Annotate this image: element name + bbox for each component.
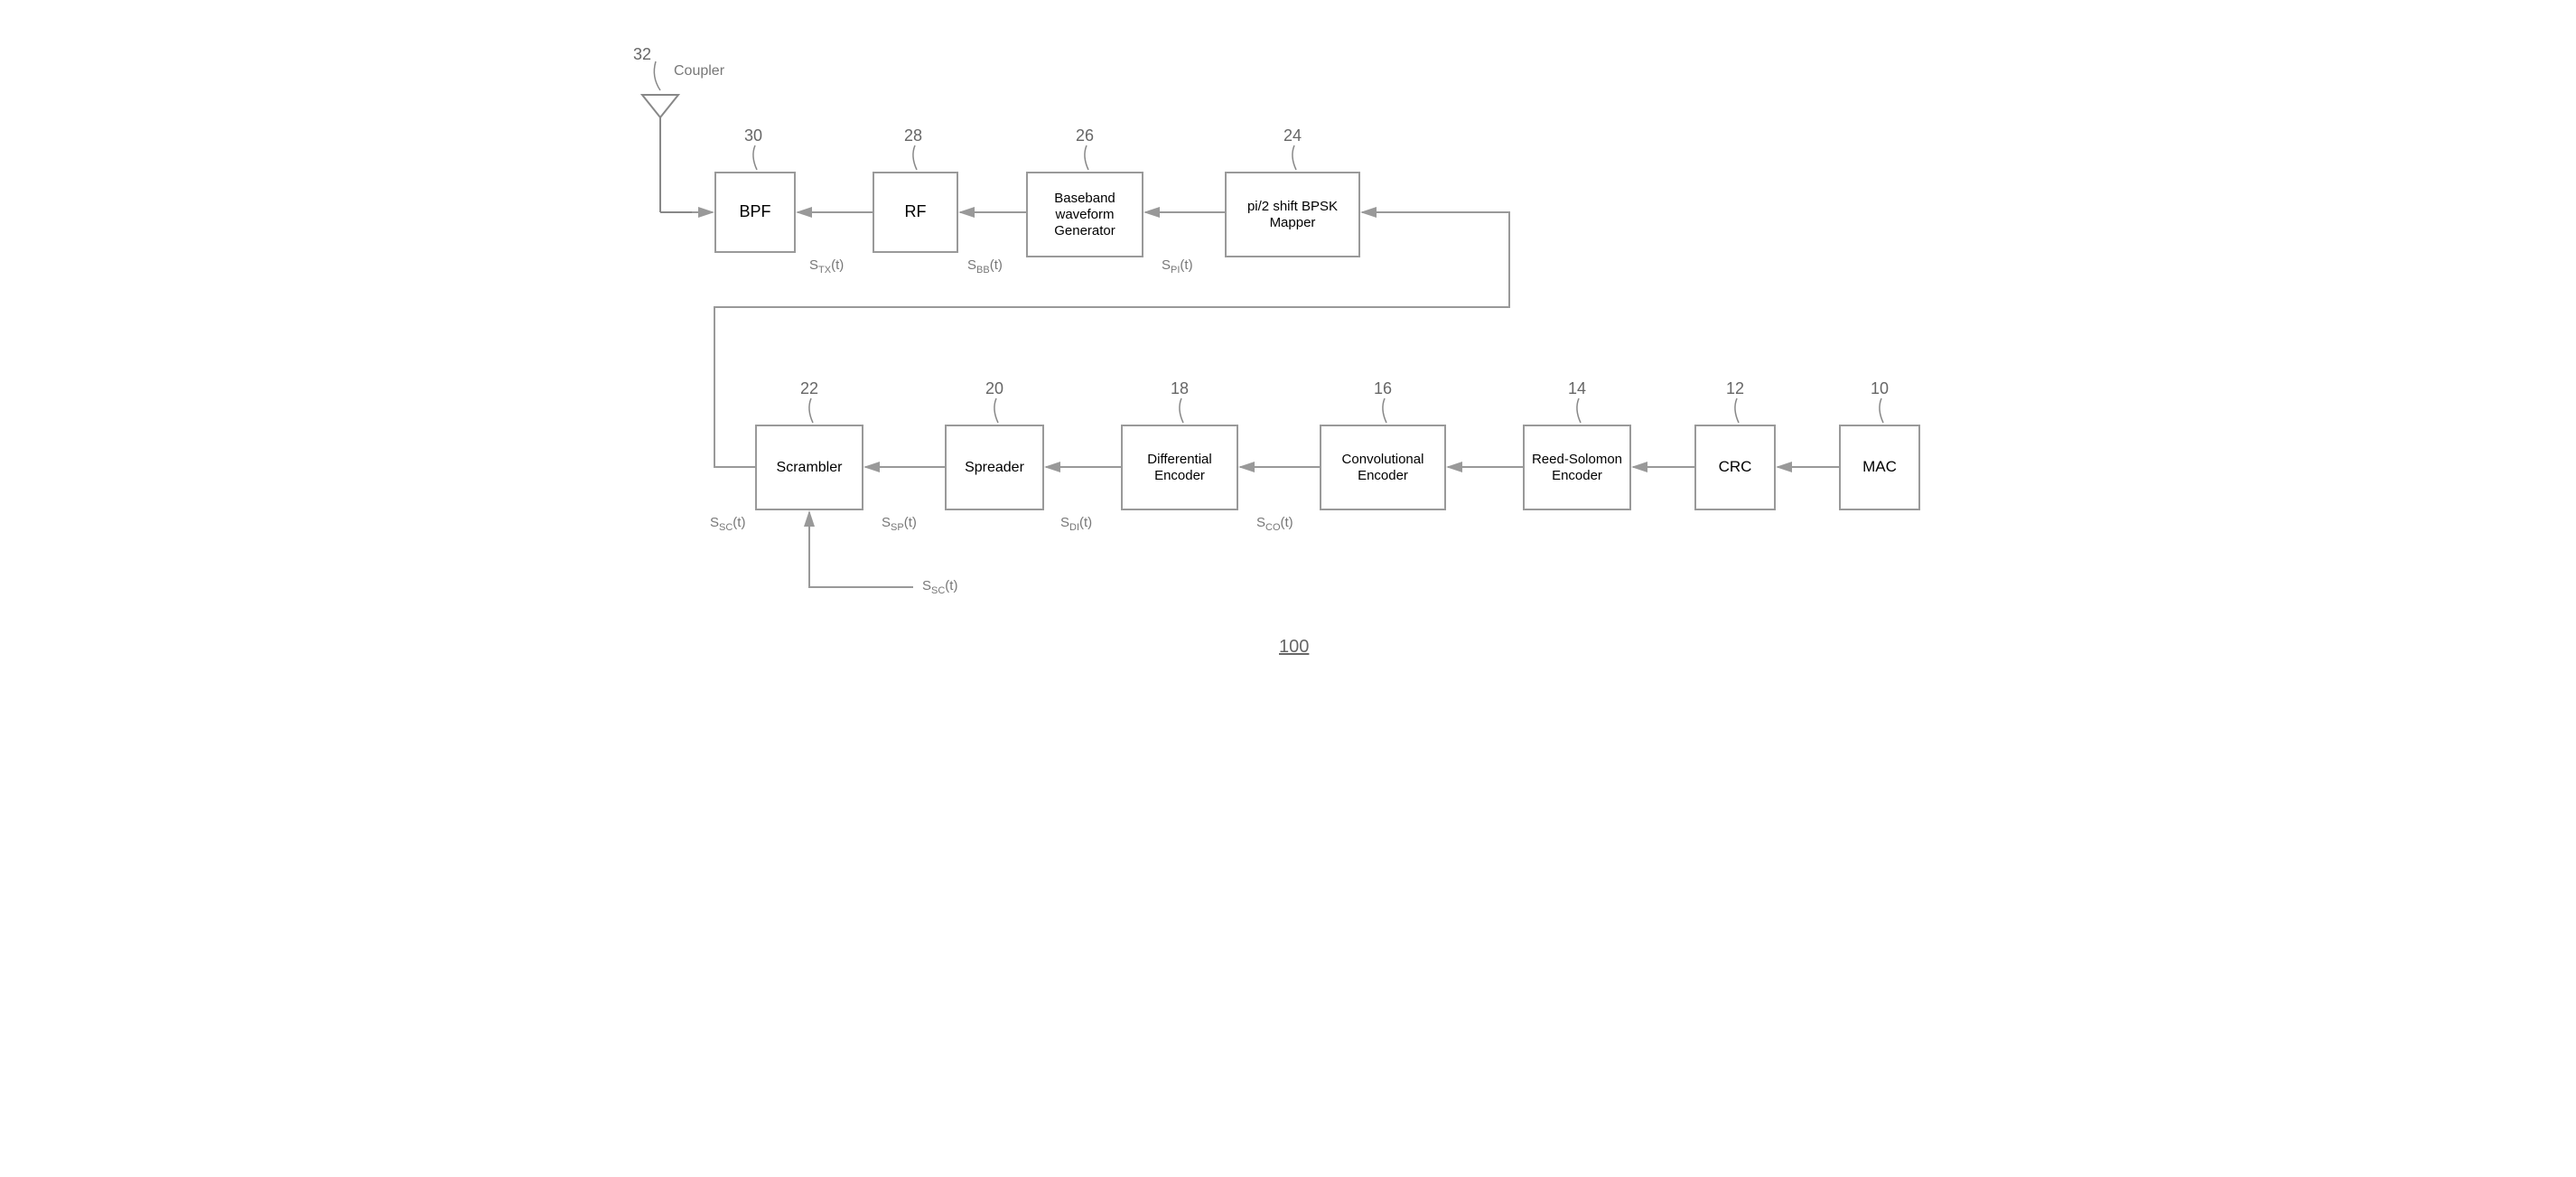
arrows-layer [611, 36, 1965, 668]
signal-stx: STX(t) [809, 257, 844, 276]
signal-sbb: SBB(t) [967, 257, 1003, 276]
signal-spi: SPI(t) [1162, 257, 1193, 276]
signal-ssc-in: SSC(t) [922, 578, 957, 596]
diagram-number: 100 [1279, 637, 1309, 658]
signal-ssp: SSP(t) [882, 515, 917, 533]
signal-sdi: SDI(t) [1060, 515, 1092, 533]
block-diagram: 32 Coupler BPF 30 RF 28 Baseband wavefor… [611, 36, 1965, 668]
signal-sco: SCO(t) [1256, 515, 1293, 533]
signal-ssc-out: SSC(t) [710, 515, 745, 533]
